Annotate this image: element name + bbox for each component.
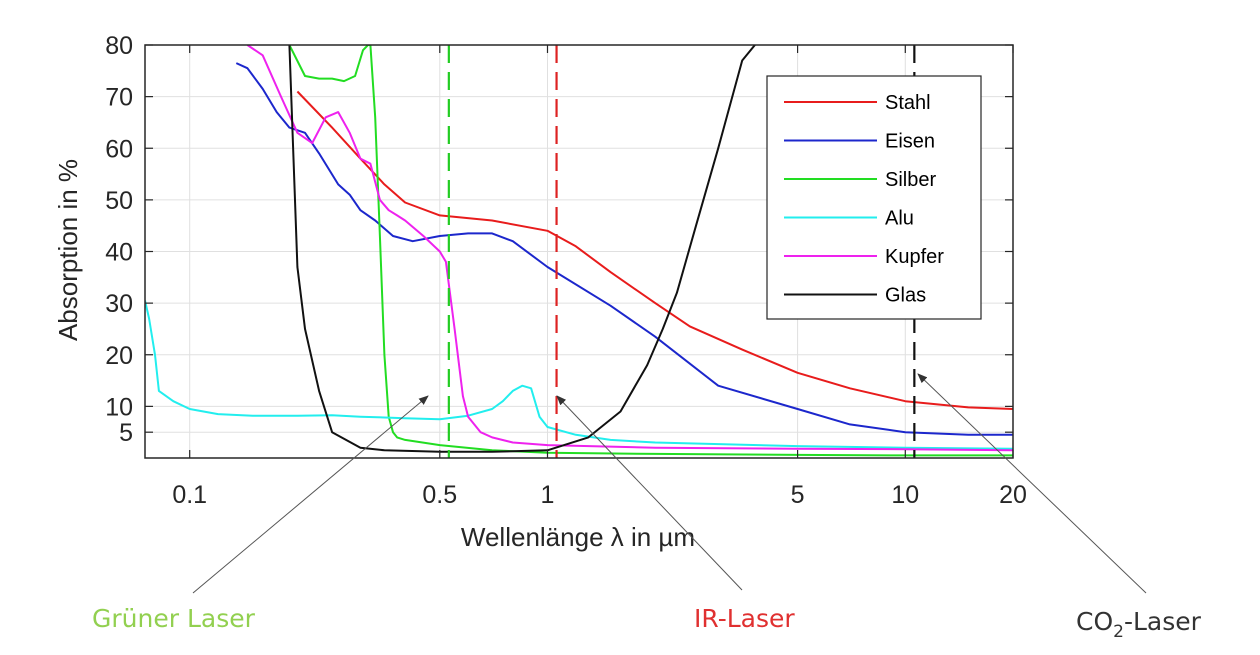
y-axis-label: Absorption in %	[53, 159, 83, 341]
y-ticks: 510 20 30 40 50 60 70 80	[105, 32, 1013, 447]
legend-label: Glas	[885, 285, 926, 307]
series-line-kupfer	[246, 45, 1013, 452]
legend-label: Silber	[885, 169, 936, 191]
arrow-co2-laser	[917, 373, 1147, 594]
legend-box	[766, 75, 982, 320]
legend-label: Stahl	[885, 92, 931, 114]
annotation-ir-laser: IR-Laser	[694, 604, 795, 633]
annotation-green-laser: Grüner Laser	[92, 604, 256, 633]
annotation-arrows	[192, 373, 1147, 594]
co2-prefix: CO	[1076, 607, 1113, 636]
series-line-alu	[145, 300, 1013, 450]
y-tick-label: 30	[105, 290, 133, 318]
x-ticks: 0.1 0.5 1 5 10 20	[172, 45, 1027, 509]
x-tick-label: 5	[791, 481, 805, 509]
y-tick-label: 70	[105, 84, 133, 112]
x-tick-label: 1	[541, 481, 555, 509]
series-line-silber	[288, 45, 1013, 457]
y-tick-label: 50	[105, 187, 133, 215]
y-tick-label: 80	[105, 32, 133, 60]
x-tick-label: 0.1	[172, 481, 207, 509]
annotation-co2-laser: CO2-Laser	[1076, 607, 1202, 642]
y-tick-label: 5	[119, 419, 133, 447]
y-tick-label: 60	[105, 135, 133, 163]
x-tick-label: 0.5	[422, 481, 457, 509]
legend-label: Kupfer	[885, 246, 944, 268]
series-line-stahl	[296, 90, 1013, 410]
x-tick-label: 20	[999, 481, 1027, 509]
legend: Stahl Eisen Silber Alu Kupfer Glas	[766, 75, 982, 320]
series-lines	[145, 45, 1013, 457]
series-line-glas	[288, 45, 756, 453]
co2-subscript: 2	[1113, 622, 1124, 642]
x-axis-label: Wellenlänge λ in µm	[461, 522, 695, 552]
x-tick-label: 10	[891, 481, 919, 509]
arrow-ir-laser	[556, 395, 743, 591]
legend-label: Alu	[885, 208, 914, 230]
y-tick-label: 20	[105, 342, 133, 370]
co2-suffix: -Laser	[1124, 607, 1202, 636]
arrow-green-laser	[192, 395, 429, 594]
legend-label: Eisen	[885, 131, 935, 153]
y-tick-label: 40	[105, 239, 133, 267]
y-tick-label: 10	[105, 393, 133, 421]
